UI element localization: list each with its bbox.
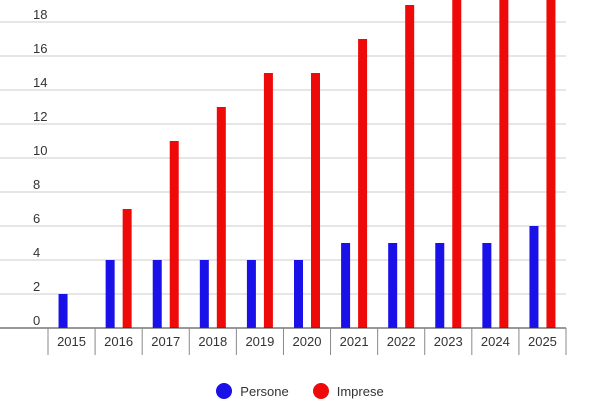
legend-item-persone: Persone [216, 383, 289, 399]
bar-persone-2017 [152, 260, 162, 328]
bar-imprese-2022 [405, 5, 415, 328]
legend-swatch-persone [216, 383, 233, 399]
bar-persone-2018 [199, 260, 209, 328]
y-tick-label: 2 [33, 279, 40, 294]
legend-item-imprese: Imprese [312, 383, 384, 399]
bar-imprese-2021 [358, 39, 368, 328]
bar-imprese-2023 [452, 0, 462, 328]
bar-persone-2024 [482, 243, 492, 328]
y-tick-label: 14 [33, 75, 47, 90]
x-tick-label: 2024 [481, 334, 510, 349]
x-axis: 2015 2016 2017 2018 2019 2020 2021 2022 2023 2024… [0, 327, 567, 355]
bar-imprese-2024 [499, 0, 509, 328]
bar-imprese-2018 [216, 107, 226, 328]
y-tick-label: 18 [33, 7, 47, 22]
legend-label-imprese: Imprese [336, 383, 384, 399]
bar-persone-2021 [341, 243, 351, 328]
bar-imprese-2017 [169, 141, 179, 328]
x-tick-label: 2019 [245, 334, 274, 349]
y-tick-label: 12 [33, 109, 47, 124]
legend-swatch-imprese [312, 383, 329, 399]
x-tick-label: 2025 [528, 334, 557, 349]
bar-imprese-2020 [311, 73, 320, 328]
x-tick-label: 2015 [57, 334, 86, 349]
bar-persone-2023 [435, 243, 445, 328]
y-tick-label: 10 [33, 143, 47, 158]
y-tick-label: 6 [33, 211, 40, 226]
x-tick-label: 2018 [198, 334, 227, 349]
bar-persone-2025 [529, 226, 539, 328]
x-tick-label: 2023 [434, 334, 463, 349]
legend: Persone Imprese [0, 380, 600, 402]
bars [58, 0, 556, 328]
y-tick-label: 8 [33, 177, 40, 192]
grid-lines [0, 21, 566, 295]
bar-persone-2022 [388, 243, 398, 328]
y-tick-label: 4 [33, 245, 40, 260]
y-axis-ticks: 0 2 4 6 8 10 12 14 16 18 [33, 7, 47, 328]
bar-imprese-2016 [122, 209, 132, 328]
bar-persone-2020 [294, 260, 303, 328]
bar-persone-2016 [105, 260, 115, 328]
y-tick-label: 16 [33, 41, 47, 56]
y-tick-label: 0 [33, 313, 40, 328]
bar-persone-2019 [246, 260, 256, 328]
legend-label-persone: Persone [240, 383, 289, 399]
bar-imprese-2019 [263, 73, 273, 328]
x-tick-label: 2021 [340, 334, 369, 349]
x-tick-label: 2017 [151, 334, 180, 349]
x-tick-label: 2016 [104, 334, 133, 349]
bar-persone-2015 [58, 294, 68, 328]
bar-imprese-2025 [546, 0, 556, 328]
x-tick-label: 2022 [387, 334, 416, 349]
x-tick-label: 2020 [293, 334, 322, 349]
